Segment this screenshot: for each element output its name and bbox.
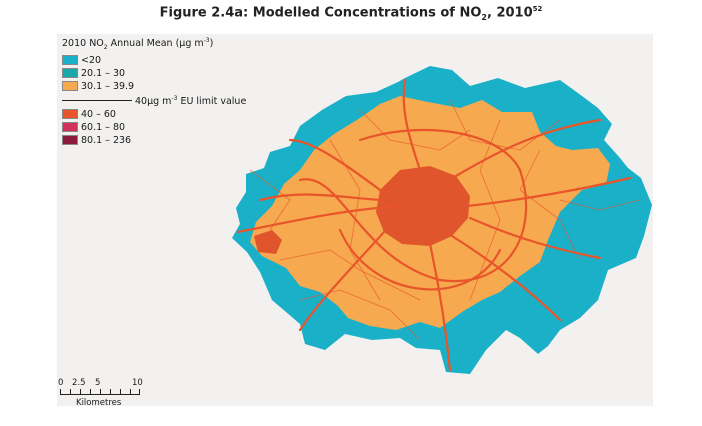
- legend-item: 30.1 – 39.9: [62, 80, 246, 92]
- minor-roads: [249, 99, 641, 341]
- legend-label: 30.1 – 39.9: [81, 80, 135, 92]
- eu-limit-line: [62, 99, 132, 101]
- legend-swatch: [62, 135, 78, 146]
- scale-tick-label: 10: [132, 378, 143, 388]
- scale-bar: 0 2.5 5 10 Kilometres: [58, 378, 143, 408]
- legend-item: 20.1 – 30: [62, 67, 246, 79]
- scale-tick-labels: 0 2.5 5 10: [58, 378, 143, 388]
- map-legend: 2010 NO2 Annual Mean (µg m-3) <20 20.1 –…: [62, 35, 246, 146]
- legend-item: 60.1 – 80: [62, 121, 246, 133]
- legend-swatch: [62, 122, 78, 133]
- heathrow-high-zone: [254, 230, 282, 254]
- scale-tick-label: 2.5: [72, 378, 86, 388]
- legend-swatch: [62, 109, 78, 120]
- legend-label: 20.1 – 30: [81, 67, 126, 79]
- legend-swatch: [62, 55, 78, 66]
- legend-title: 2010 NO2 Annual Mean (µg m-3): [62, 37, 214, 52]
- eu-limit-row: 40µg m-3 EU limit value: [62, 93, 246, 107]
- legend-item: 80.1 – 236: [62, 134, 246, 146]
- legend-swatch: [62, 68, 78, 79]
- no2-concentration-map: [232, 66, 652, 374]
- legend-label: 80.1 – 236: [81, 134, 132, 146]
- central-london-high-zone: [376, 166, 470, 246]
- figure-title: Figure 2.4a: Modelled Concentrations of …: [159, 5, 543, 22]
- legend-label: 60.1 – 80: [81, 121, 126, 133]
- legend-label: <20: [81, 54, 102, 66]
- legend-item: <20: [62, 54, 246, 66]
- major-roads: [236, 78, 632, 372]
- legend-label: 40 – 60: [81, 108, 116, 120]
- scale-tick-label: 5: [95, 378, 101, 388]
- eu-limit-label: 40µg m-3 EU limit value: [135, 94, 247, 108]
- scale-unit-label: Kilometres: [76, 398, 122, 408]
- legend-swatch: [62, 81, 78, 92]
- scale-tick-label: 0: [58, 378, 64, 388]
- legend-item: 40 – 60: [62, 108, 246, 120]
- scale-ruler: [60, 388, 140, 395]
